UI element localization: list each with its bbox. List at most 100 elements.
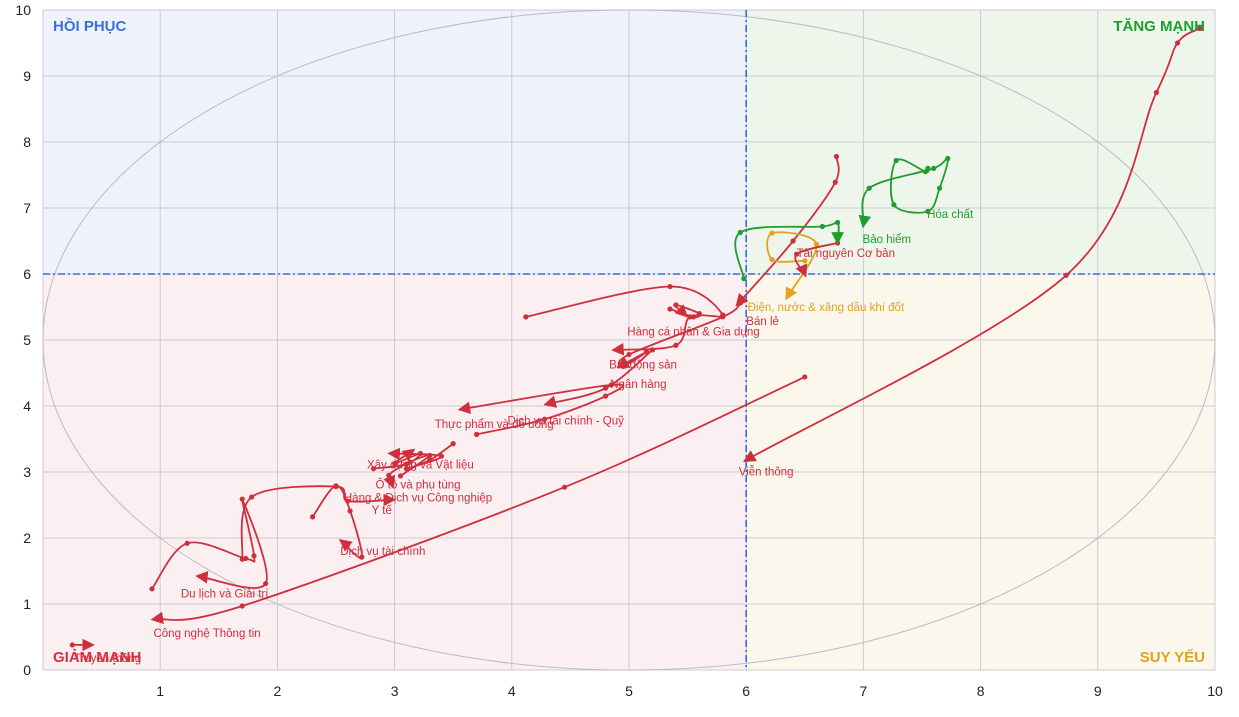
series-label: Bất động sản — [609, 359, 677, 371]
series-point — [925, 208, 931, 214]
series-layer: Viễn thông Truyền thông Công nghệ Thông ti… — [69, 25, 1203, 665]
series-label: Bảo hiểm — [863, 234, 912, 246]
series-point — [602, 393, 609, 399]
series-point — [835, 219, 841, 226]
series-point — [397, 473, 404, 479]
series-point — [835, 240, 841, 246]
series-point — [945, 155, 951, 162]
series-point — [263, 580, 269, 587]
series-point — [239, 496, 245, 502]
series-label: Xây dựng và Vật liệu — [367, 460, 474, 472]
series-point — [450, 441, 456, 447]
series-12: Bất động sản — [523, 283, 726, 371]
y-tick-label: 5 — [23, 332, 31, 348]
axis-ticks: 1 2 3 4 5 6 7 8 9 10 0 1 2 3 4 5 6 7 8 9 10 — [15, 2, 1223, 699]
series-point — [626, 351, 632, 358]
y-tick-label: 4 — [23, 398, 31, 414]
series-point — [403, 461, 409, 467]
series-point — [737, 229, 743, 236]
series-line — [735, 156, 840, 307]
series-point — [403, 466, 409, 472]
y-tick-label: 10 — [15, 2, 31, 18]
series-point — [561, 484, 568, 490]
series-label: Điện, nước & xăng dầu khí đốt — [748, 302, 905, 314]
x-tick-label: 5 — [625, 683, 633, 699]
x-tick-label: 6 — [742, 683, 750, 699]
series-15: Điện, nước & xăng dầu khí đốt — [748, 230, 905, 314]
series-point — [643, 349, 650, 355]
series-point — [427, 452, 433, 459]
series-point — [359, 554, 365, 560]
series-16: Tài nguyên Cơ bản — [793, 240, 895, 278]
series-point — [602, 385, 609, 391]
series-3: Dịch vụ tài chính — [309, 483, 425, 560]
series-point — [620, 363, 626, 369]
quadrant-label-bottom-right: SUY YẾU — [1140, 649, 1205, 666]
series-point — [696, 311, 702, 317]
series-label: Thực phẩm và đồ uống — [435, 419, 554, 431]
series-point — [832, 179, 838, 185]
series-point — [309, 514, 316, 520]
series-label: Tài nguyên Cơ bản — [797, 248, 895, 260]
series-2: Công nghệ Thông tin — [150, 374, 808, 640]
series-point — [417, 450, 423, 457]
series-1: Truyền thông — [69, 638, 141, 665]
series-point — [891, 202, 897, 208]
series-point — [249, 494, 255, 500]
series-line — [150, 376, 806, 625]
series-point — [769, 256, 775, 263]
series-point — [347, 508, 353, 514]
x-tick-label: 4 — [508, 683, 516, 699]
series-point — [813, 241, 820, 247]
y-tick-label: 7 — [23, 200, 31, 216]
series-line — [858, 156, 949, 229]
series-point — [523, 314, 529, 320]
series-label: Truyền thông — [74, 653, 141, 665]
series-point — [370, 466, 377, 472]
series-point — [345, 498, 351, 504]
series-4: Du lịch và Giải trí — [149, 496, 269, 600]
series-point — [333, 483, 339, 490]
x-tick-label: 7 — [860, 683, 868, 699]
series-label: Hàng cá nhân & Gia dụng — [627, 326, 759, 338]
series-label: Ngân hàng — [610, 379, 666, 391]
series-point — [184, 540, 190, 546]
series-18: Hóa chất — [858, 155, 974, 229]
series-line — [240, 485, 397, 560]
series-point — [1153, 89, 1159, 96]
series-point — [474, 431, 480, 437]
series-point — [922, 169, 929, 175]
quadrant-label-top-left: HỒI PHỤC — [53, 17, 127, 35]
series-label: Bán lẻ — [746, 316, 779, 328]
series-label: Hóa chất — [927, 209, 974, 221]
ellipse — [42, 9, 1216, 671]
series-13: Hàng cá nhân & Gia dụng — [627, 302, 760, 338]
series-0: Viễn thông — [739, 25, 1203, 478]
center-lines — [43, 10, 1215, 670]
x-tick-label: 10 — [1207, 683, 1223, 699]
y-tick-label: 8 — [23, 134, 31, 150]
series-point — [866, 185, 872, 191]
series-point — [893, 157, 899, 164]
series-17: Bảo hiểm — [734, 219, 912, 282]
series-point — [1063, 272, 1069, 278]
series-point — [793, 251, 800, 257]
series-8: Xây dựng và Vật liệu — [367, 448, 474, 472]
series-label: Dịch vụ tài chính - Quỹ — [508, 415, 625, 427]
x-tick-label: 3 — [391, 683, 399, 699]
series-point — [673, 342, 679, 348]
quadrant-label-bottom-left: GIẢM MẠNH — [53, 649, 141, 666]
series-11: Ngân hàng — [610, 300, 743, 391]
series-point — [667, 283, 673, 290]
x-tick-label: 2 — [274, 683, 282, 699]
series-point — [741, 276, 747, 282]
series-point — [720, 312, 726, 318]
series-point — [673, 302, 679, 308]
series-point — [438, 453, 445, 459]
reference-ellipse — [42, 9, 1216, 671]
quadrant-labels: HỒI PHỤC TĂNG MẠNH GIẢM MẠNH SUY YẾU — [53, 17, 1205, 666]
series-point — [790, 238, 796, 244]
series-label: Công nghệ Thông tin — [153, 628, 260, 640]
series-point — [251, 553, 257, 559]
series-14: Bán lẻ — [735, 153, 840, 328]
